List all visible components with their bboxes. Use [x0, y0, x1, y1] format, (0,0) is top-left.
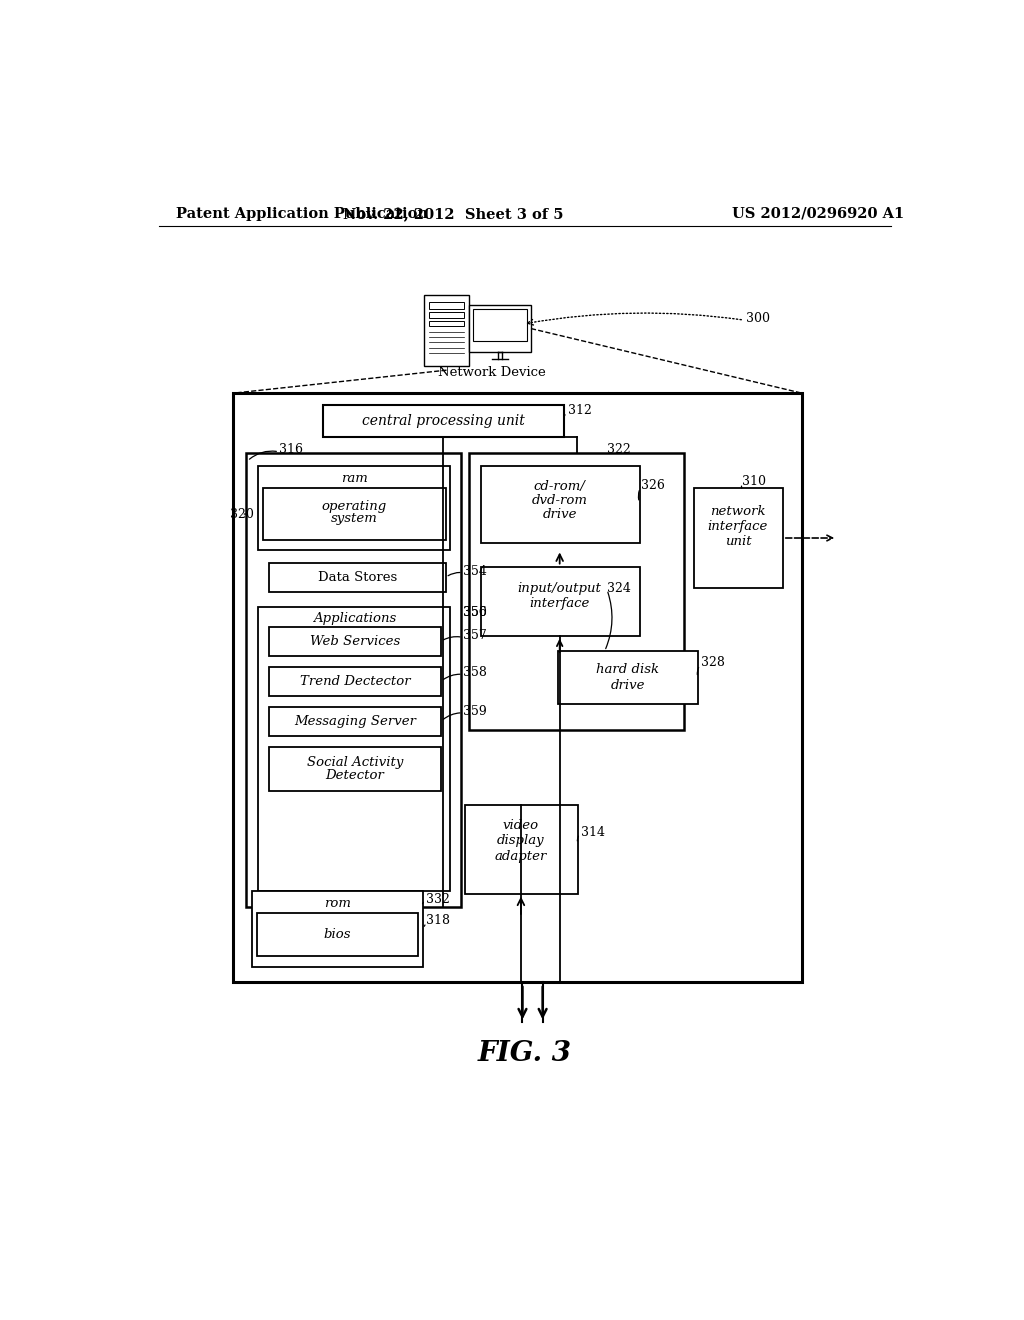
- Text: display: display: [497, 834, 545, 847]
- Text: US 2012/0296920 A1: US 2012/0296920 A1: [731, 207, 904, 220]
- Bar: [269, 747, 441, 792]
- Bar: [693, 488, 783, 589]
- Bar: [252, 891, 423, 966]
- Text: unit: unit: [725, 536, 752, 548]
- Text: Messaging Server: Messaging Server: [294, 714, 416, 727]
- Text: Data Stores: Data Stores: [317, 570, 397, 583]
- Text: 332: 332: [426, 892, 451, 906]
- Text: 358: 358: [463, 667, 486, 680]
- Text: ram: ram: [341, 473, 368, 486]
- Text: 314: 314: [582, 825, 605, 838]
- Bar: [480, 466, 640, 544]
- Bar: [257, 913, 418, 956]
- Text: video: video: [503, 818, 539, 832]
- Text: hard disk: hard disk: [596, 663, 659, 676]
- Bar: [246, 453, 461, 907]
- Text: 324: 324: [607, 582, 631, 594]
- Text: system: system: [331, 512, 378, 525]
- Text: network: network: [711, 504, 766, 517]
- Bar: [232, 393, 802, 982]
- Bar: [473, 309, 527, 341]
- Bar: [269, 667, 441, 696]
- Text: 328: 328: [701, 656, 725, 669]
- Text: Social Activity: Social Activity: [307, 755, 403, 768]
- Text: bios: bios: [324, 928, 351, 941]
- Bar: [465, 805, 578, 894]
- Text: 357: 357: [463, 630, 486, 643]
- Text: Detector: Detector: [326, 770, 385, 783]
- Bar: [429, 313, 464, 318]
- Text: adapter: adapter: [495, 850, 547, 862]
- Text: 312: 312: [568, 404, 592, 417]
- Bar: [469, 453, 684, 730]
- Text: 320: 320: [230, 508, 254, 520]
- Text: central processing unit: central processing unit: [362, 414, 525, 428]
- Text: dvd-rom: dvd-rom: [531, 494, 588, 507]
- Text: interface: interface: [529, 597, 590, 610]
- Text: Web Services: Web Services: [310, 635, 400, 648]
- Text: rom: rom: [324, 898, 351, 911]
- Text: FIG. 3: FIG. 3: [478, 1040, 571, 1067]
- Text: operating: operating: [322, 500, 387, 513]
- Bar: [558, 651, 697, 704]
- Bar: [269, 706, 441, 737]
- Text: cd-rom/: cd-rom/: [534, 480, 586, 492]
- Bar: [269, 562, 445, 591]
- Text: 356: 356: [463, 606, 486, 619]
- Bar: [258, 466, 451, 549]
- Text: 316: 316: [280, 444, 303, 455]
- Text: 326: 326: [641, 479, 665, 492]
- Text: drive: drive: [610, 678, 645, 692]
- Text: 322: 322: [607, 444, 631, 455]
- Text: Applications: Applications: [312, 612, 396, 626]
- Bar: [429, 321, 464, 326]
- Text: drive: drive: [543, 508, 577, 520]
- Bar: [269, 627, 441, 656]
- Text: 350: 350: [463, 606, 486, 619]
- Bar: [258, 607, 451, 891]
- Text: 300: 300: [746, 312, 770, 325]
- Bar: [480, 566, 640, 636]
- Text: 310: 310: [741, 475, 766, 488]
- Text: Trend Dectector: Trend Dectector: [300, 675, 411, 688]
- Text: Nov. 22, 2012  Sheet 3 of 5: Nov. 22, 2012 Sheet 3 of 5: [343, 207, 564, 220]
- Bar: [429, 302, 464, 309]
- Text: 359: 359: [463, 705, 486, 718]
- Bar: [424, 296, 469, 367]
- Bar: [324, 405, 563, 437]
- Bar: [469, 305, 531, 352]
- Bar: [263, 488, 445, 540]
- Text: Patent Application Publication: Patent Application Publication: [176, 207, 428, 220]
- Text: 354: 354: [463, 565, 486, 578]
- Text: input/output: input/output: [518, 582, 602, 594]
- Text: Network Device: Network Device: [438, 366, 546, 379]
- Text: 318: 318: [426, 915, 451, 927]
- Text: interface: interface: [708, 520, 768, 533]
